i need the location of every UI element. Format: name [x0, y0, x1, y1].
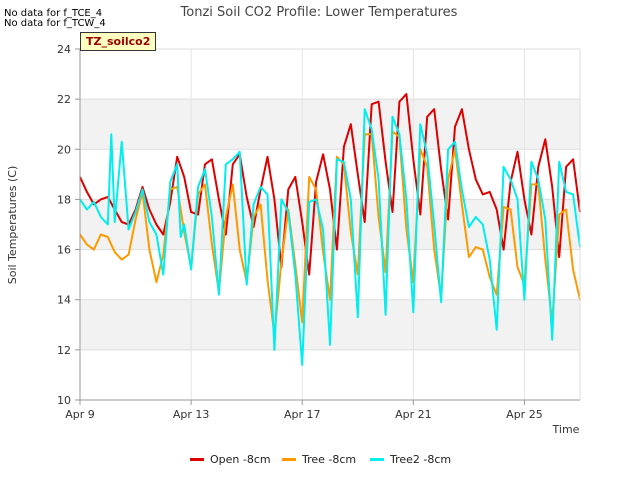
axes: 10 12 14 16 18 20 22 24 Apr 9 Apr 13 Apr 17 Apr 21 A… [57, 43, 581, 421]
series-line-tree [79, 130, 581, 336]
plot-background [80, 49, 580, 400]
legend-label-tree: Tree -8cm [302, 453, 357, 466]
x-tick-label: Apr 13 [173, 408, 210, 421]
legend-label-tree2: Tree2 -8cm [390, 453, 452, 466]
y-tick-label: 24 [57, 43, 71, 56]
x-tick-label: Apr 21 [395, 408, 432, 421]
no-data-note-tcw: No data for f_TCW_4 [4, 18, 106, 29]
y-tick-label: 20 [57, 143, 71, 156]
y-tick-label: 10 [57, 394, 71, 407]
y-tick-label: 16 [57, 244, 71, 257]
legend: Open -8cm Tree -8cm Tree2 -8cm [0, 453, 640, 469]
legend-label-open: Open -8cm [210, 453, 271, 466]
y-axis-label: Soil Temperatures (C) [6, 166, 19, 285]
y-tick-label: 18 [57, 193, 71, 206]
x-tick-label: Apr 25 [506, 408, 543, 421]
series-line-open [79, 93, 581, 276]
grid-band [80, 99, 580, 150]
chart-title: Tonzi Soil CO2 Profile: Lower Temperatur… [180, 5, 458, 20]
x-tick-label: Apr 9 [65, 408, 95, 421]
legend-item-open: Open -8cm [190, 453, 271, 466]
x-tick-label: Apr 17 [284, 408, 321, 421]
legend-item-tree2: Tree2 -8cm [370, 453, 451, 466]
series-lines [79, 93, 581, 366]
x-axis-label: Time [552, 423, 580, 436]
no-data-note-tce: No data for f_TCE_4 [4, 8, 103, 19]
legend-swatch-open [190, 458, 204, 461]
legend-swatch-tree [282, 458, 296, 461]
legend-swatch-tree2 [370, 458, 384, 461]
y-tick-label: 14 [57, 294, 71, 307]
legend-item-tree: Tree -8cm [282, 453, 356, 466]
y-tick-label: 22 [57, 93, 71, 106]
series-line-tree2 [79, 108, 581, 366]
y-tick-label: 12 [57, 344, 71, 357]
site-badge: TZ_soilco2 [80, 32, 157, 51]
